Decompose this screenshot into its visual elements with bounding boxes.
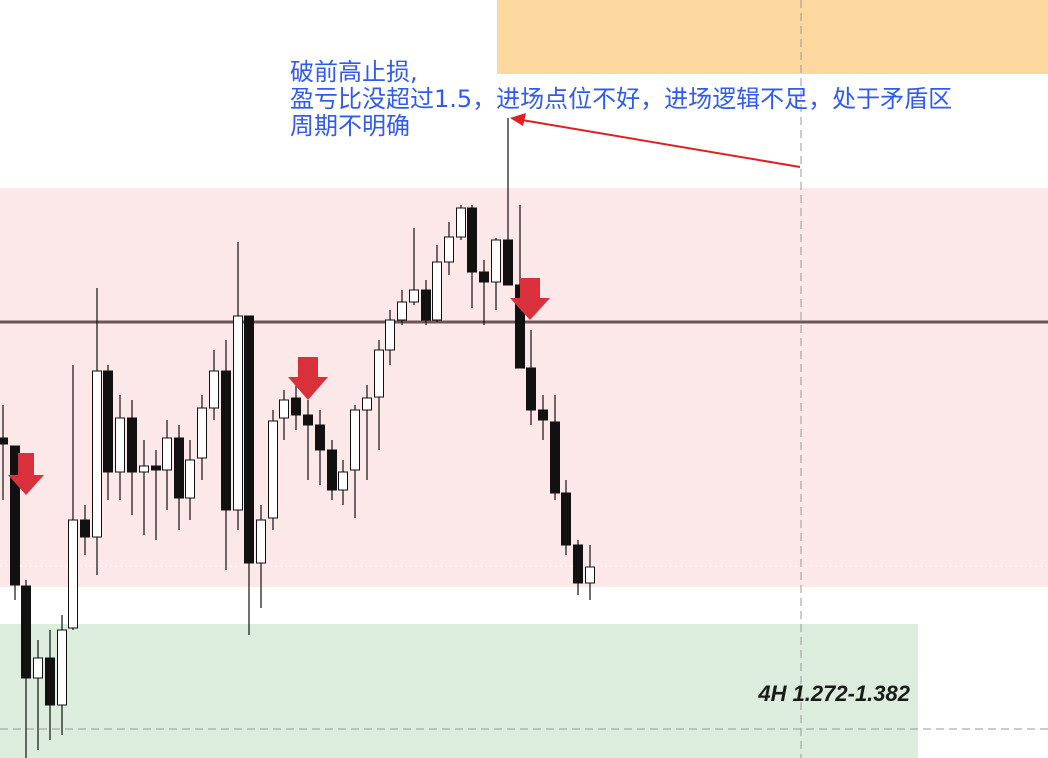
pointer-head [510,113,526,126]
pointer-line [521,119,801,168]
candle-body [174,437,184,499]
candle-body [162,437,172,471]
candle-body [374,349,384,398]
candle-body [362,397,372,411]
candle-body [92,370,102,538]
annotation-line: 破前高止损, [290,58,418,86]
candle-body [244,315,254,564]
target-zone [0,624,918,758]
candle-body [327,449,337,491]
candle-body [68,519,78,629]
candle-body [385,319,395,351]
zone-label: 4H 1.272-1.382 [757,681,910,706]
candle-body [45,657,55,706]
candle-body [115,417,125,473]
candle-body [10,445,20,586]
annotation-line: 盈亏比没超过1.5，进场点位不好，进场逻辑不足，处于矛盾区 [290,85,952,113]
candle-body [303,414,313,426]
candle-body [467,207,477,273]
candle-body [561,492,571,546]
candle-body [197,407,207,459]
candle-body [397,301,407,321]
candle-body [444,236,454,263]
supply-zone [497,0,1048,74]
candle-body [421,289,431,321]
sell-arrow [510,278,550,320]
sell-arrow [288,357,328,400]
candle-body [550,421,560,494]
candle-body [256,519,266,564]
sell-arrows [8,278,550,495]
candle-body [209,370,219,409]
candle-body [538,409,548,421]
candle-body [456,207,466,238]
candle-body [432,261,442,321]
candle-body [491,239,501,283]
candle-body [80,519,90,538]
candle-body [103,370,113,473]
candle-body [503,239,513,286]
candle-body [127,417,137,473]
candle-body [279,399,289,419]
candle-body [0,437,8,445]
resistance-zone [0,188,1048,587]
candle-body [338,471,348,491]
candle-body [221,370,231,511]
candle-body [479,271,489,283]
candle-body [585,566,595,584]
candle-body [526,367,536,411]
candle-body [291,397,301,416]
candle-body [409,289,419,303]
sell-arrow [8,453,44,495]
candle-body [57,629,67,706]
candle-body [21,585,31,679]
candle-body [151,465,161,471]
candle-body [233,315,243,511]
candle-body [315,424,325,451]
candle-body [573,544,583,584]
candle-body [33,657,43,679]
candle-body [268,420,278,519]
candle-body [350,409,360,471]
annotation-line: 周期不明确 [290,112,410,140]
candle-body [185,459,195,499]
candle-body [139,465,149,473]
